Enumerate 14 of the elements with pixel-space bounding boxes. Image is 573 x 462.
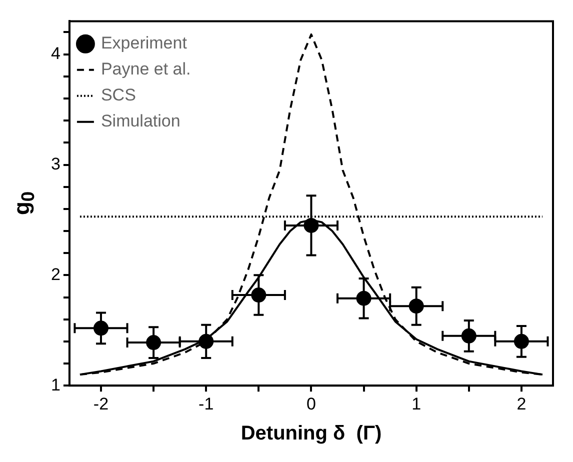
x-tick-label: -2 (93, 394, 109, 414)
legend-label: Payne et al. (100, 60, 191, 79)
x-axis-title: Detuning δ (Γ) (240, 422, 382, 445)
x-tick-label: -1 (198, 394, 214, 414)
x-tick-label: 2 (516, 394, 526, 414)
y-tick-label: 1 (50, 375, 60, 394)
legend-label: SCS (100, 86, 136, 105)
legend-label: Experiment (100, 34, 188, 53)
x-tick-label: 1 (412, 394, 422, 414)
x-tick-label: 0 (306, 394, 316, 414)
y-tick-label: 2 (50, 264, 60, 284)
y-tick-label: 4 (50, 44, 60, 64)
legend-label: Simulation (100, 112, 180, 131)
y-tick-label: 3 (50, 154, 60, 174)
